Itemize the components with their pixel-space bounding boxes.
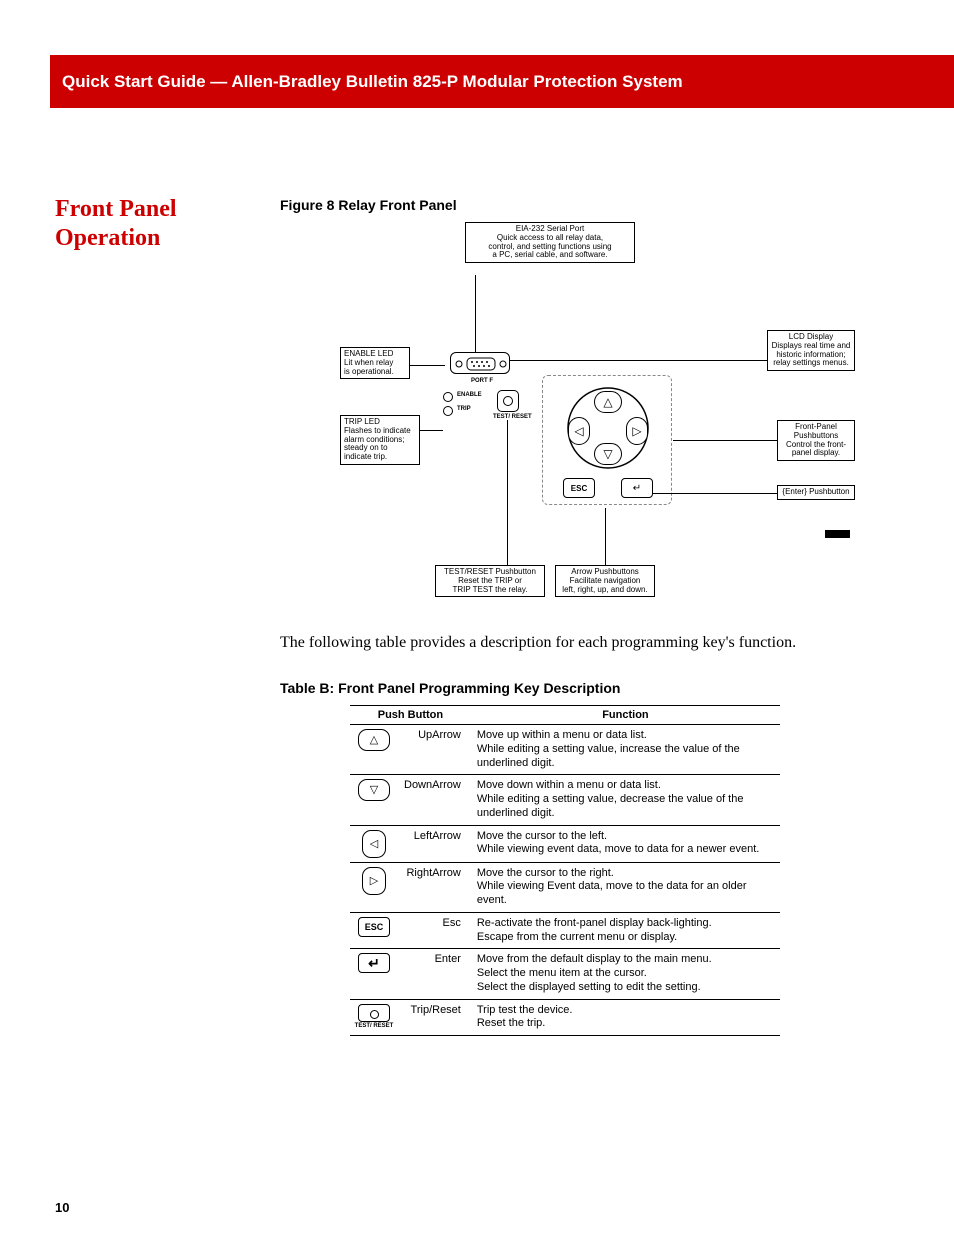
callout-pushbuttons-text: Front-Panel Pushbuttons Control the fron… (786, 422, 846, 457)
callout-enter: {Enter} Pushbutton (777, 485, 855, 500)
table-header-pushbutton: Push Button (350, 706, 471, 725)
enter-button[interactable]: ↵ (621, 478, 653, 498)
up-arrow-button[interactable]: △ (594, 391, 622, 413)
table-row: ↵ Enter Move from the default display to… (350, 949, 780, 999)
trip-reset-key-icon (358, 1004, 390, 1022)
right-arrow-icon: ▷ (362, 867, 386, 895)
body-text: The following table provides a descripti… (280, 634, 880, 652)
key-function: Move the cursor to the right. While view… (471, 862, 780, 912)
callout-enable-led: ENABLE LED Lit when relay is operational… (340, 347, 410, 379)
callout-enable-text: ENABLE LED Lit when relay is operational… (344, 349, 394, 376)
callout-lcd: LCD Display Displays real time and histo… (767, 330, 855, 371)
table-row: ▷ RightArrow Move the cursor to the righ… (350, 862, 780, 912)
callout-arrows-text: Arrow Pushbuttons Facilitate navigation … (562, 567, 647, 594)
trip-reset-key-label: TEST/ RESET (352, 1023, 396, 1031)
key-function: Move up within a menu or data list. Whil… (471, 725, 780, 775)
callout-serial-port: EIA-232 Serial Port Quick access to all … (465, 222, 635, 263)
programming-key-table: Push Button Function △ UpArrow Move up w… (350, 705, 780, 1036)
table-row: ▽ DownArrow Move down within a menu or d… (350, 775, 780, 825)
callout-serial-text: EIA-232 Serial Port Quick access to all … (488, 224, 611, 259)
section-title-line1: Front Panel (55, 196, 177, 222)
test-reset-button[interactable] (497, 390, 519, 412)
key-name: LeftArrow (398, 825, 471, 862)
key-name: Trip/Reset (398, 999, 471, 1036)
key-function: Re-activate the front-panel display back… (471, 912, 780, 949)
lcd-display (450, 352, 510, 374)
arrow-button-group: △ ◁ ▷ ▽ ESC ↵ (542, 375, 672, 505)
section-title-line2: Operation (55, 225, 160, 251)
figure-caption: Figure 8 Relay Front Panel (280, 197, 457, 213)
key-function: Move down within a menu or data list. Wh… (471, 775, 780, 825)
table-row: ESC Esc Re-activate the front-panel disp… (350, 912, 780, 949)
test-reset-label: TEST/ RESET (493, 414, 532, 420)
trip-led-icon (443, 406, 453, 416)
key-name: UpArrow (398, 725, 471, 775)
down-arrow-button[interactable]: ▽ (594, 443, 622, 465)
test-reset-led-icon (503, 396, 513, 406)
left-arrow-button[interactable]: ◁ (568, 417, 590, 445)
right-arrow-button[interactable]: ▷ (626, 417, 648, 445)
relay-front-panel-figure: EIA-232 Serial Port Quick access to all … (335, 220, 855, 620)
header-band: Quick Start Guide — Allen-Bradley Bullet… (50, 55, 954, 108)
key-function: Trip test the device. Reset the trip. (471, 999, 780, 1036)
esc-button[interactable]: ESC (563, 478, 595, 498)
key-name: RightArrow (398, 862, 471, 912)
enable-led-icon (443, 392, 453, 402)
left-arrow-icon: ◁ (362, 830, 386, 858)
key-function: Move from the default display to the mai… (471, 949, 780, 999)
header-title: Quick Start Guide — Allen-Bradley Bullet… (62, 72, 683, 92)
key-function: Move the cursor to the left. While viewi… (471, 825, 780, 862)
section-title: Front Panel Operation (55, 195, 177, 253)
trip-led-label: TRIP (457, 406, 471, 412)
port-f-label: PORT F (471, 378, 493, 384)
esc-key-icon: ESC (358, 917, 390, 937)
page-number: 10 (55, 1200, 69, 1215)
table-header-row: Push Button Function (350, 706, 780, 725)
table-header-function: Function (471, 706, 780, 725)
key-name: Enter (398, 949, 471, 999)
key-name: DownArrow (398, 775, 471, 825)
key-name: Esc (398, 912, 471, 949)
table-row: TEST/ RESET Trip/Reset Trip test the dev… (350, 999, 780, 1036)
enable-led-label: ENABLE (457, 392, 482, 398)
enter-key-icon: ↵ (358, 953, 390, 973)
callout-enter-text: {Enter} Pushbutton (782, 487, 849, 496)
table-row: △ UpArrow Move up within a menu or data … (350, 725, 780, 775)
callout-lcd-text: LCD Display Displays real time and histo… (772, 332, 851, 367)
esc-button-label: ESC (571, 484, 587, 493)
callout-testreset-text: TEST/RESET Pushbutton Reset the TRIP or … (444, 567, 536, 594)
down-arrow-icon: ▽ (358, 779, 390, 801)
panel-connector-icon (825, 530, 850, 538)
callout-trip-led: TRIP LED Flashes to indicate alarm condi… (340, 415, 420, 465)
up-arrow-icon: △ (358, 729, 390, 751)
table-row: ◁ LeftArrow Move the cursor to the left.… (350, 825, 780, 862)
callout-trip-text: TRIP LED Flashes to indicate alarm condi… (344, 417, 411, 461)
callout-pushbuttons: Front-Panel Pushbuttons Control the fron… (777, 420, 855, 461)
callout-arrows: Arrow Pushbuttons Facilitate navigation … (555, 565, 655, 597)
table-caption: Table B: Front Panel Programming Key Des… (280, 680, 620, 696)
callout-testreset: TEST/RESET Pushbutton Reset the TRIP or … (435, 565, 545, 597)
